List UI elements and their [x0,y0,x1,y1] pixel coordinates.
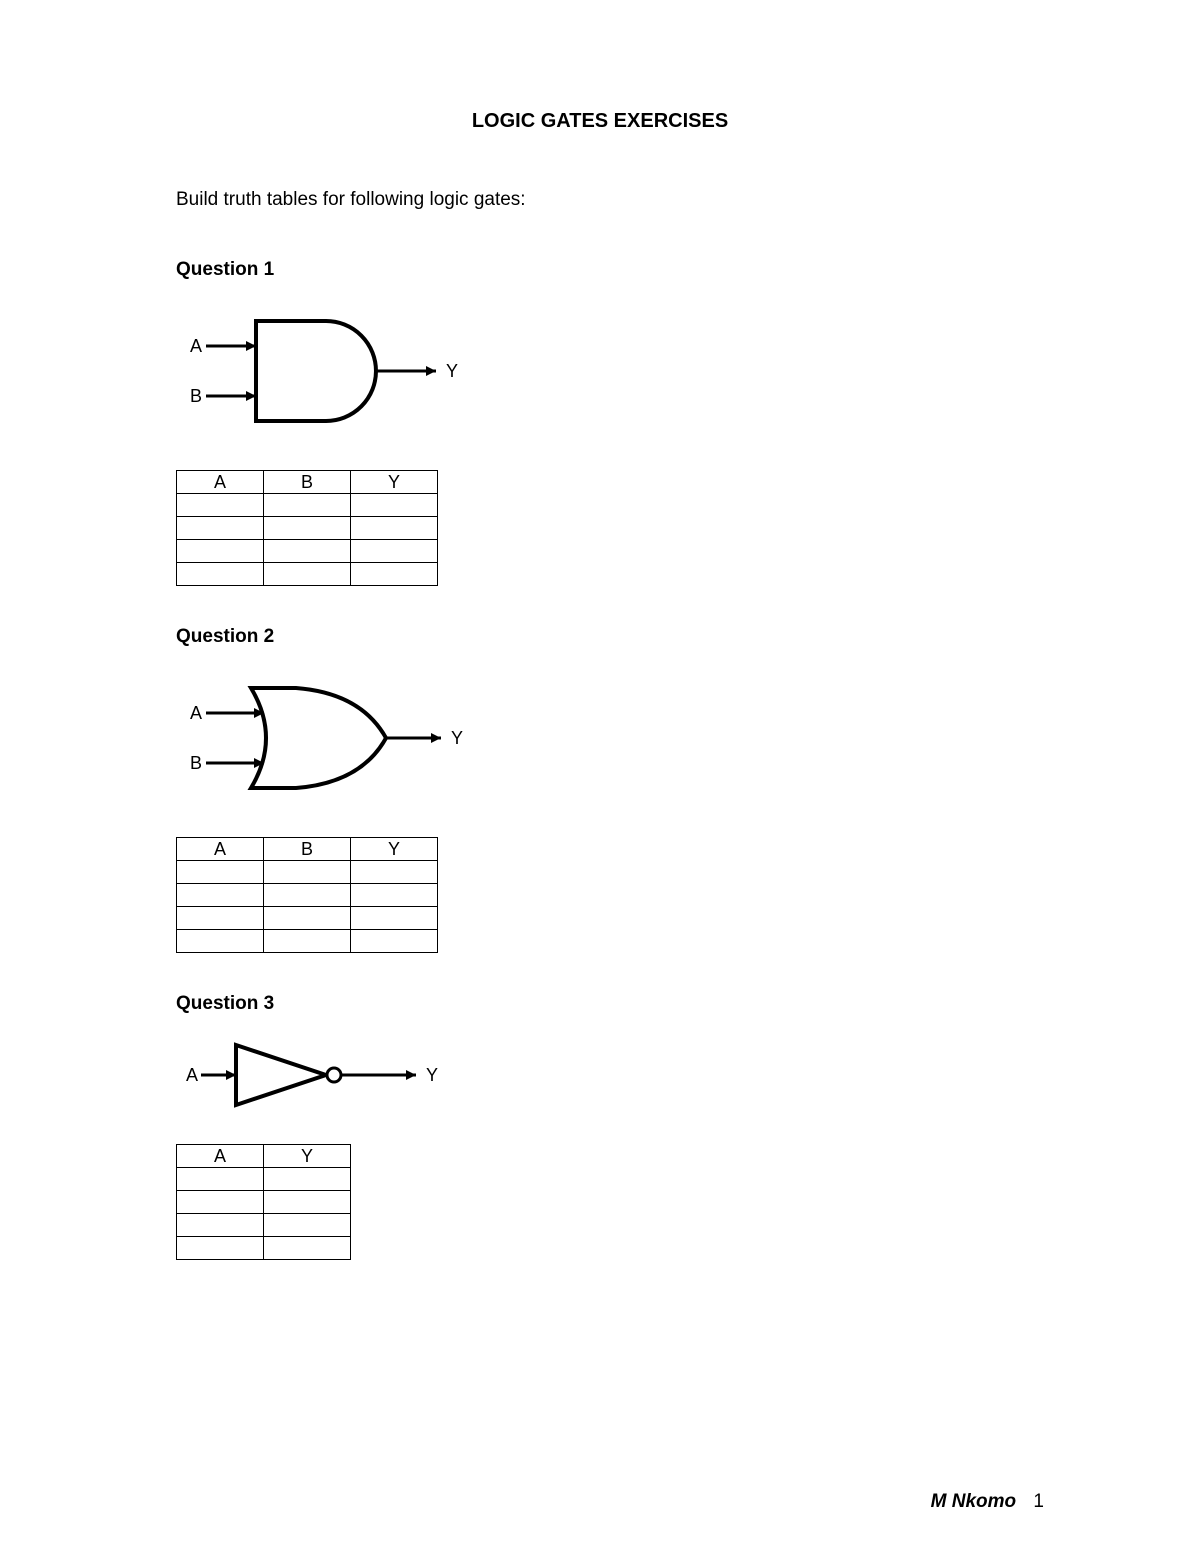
cell [351,861,438,884]
input-label: B [190,753,202,773]
table-row [177,1214,351,1237]
question-heading: Question 1 [176,259,1064,281]
gate-diagram-or: A B Y [176,668,1064,813]
not-body-icon [236,1045,326,1105]
footer-page-number: 1 [1033,1491,1044,1512]
input-label: A [186,1065,198,1085]
arrowhead-icon [426,366,436,376]
cell [351,517,438,540]
instruction-text: Build truth tables for following logic g… [176,189,1064,211]
truth-table: A B Y [176,470,438,586]
cell [264,861,351,884]
cell [177,517,264,540]
cell [264,1214,351,1237]
cell [351,884,438,907]
col-header: A [177,471,264,494]
cell [264,1191,351,1214]
cell [177,563,264,586]
page: LOGIC GATES EXERCISES Build truth tables… [136,0,1064,1553]
cell [177,540,264,563]
col-header: B [264,471,351,494]
table-row [177,540,438,563]
and-body-icon [256,321,376,421]
col-header: Y [351,838,438,861]
input-label: A [190,703,202,723]
col-header: B [264,838,351,861]
table-header-row: A B Y [177,471,438,494]
and-gate-svg: A B Y [176,301,476,441]
cell [264,517,351,540]
cell [177,930,264,953]
table-header-row: A Y [177,1145,351,1168]
cell [351,540,438,563]
gate-diagram-not: A Y [176,1035,1064,1120]
col-header: A [177,1145,264,1168]
cell [264,494,351,517]
cell [351,930,438,953]
not-gate-svg: A Y [176,1035,456,1115]
page-title: LOGIC GATES EXERCISES [136,110,1064,133]
table-row [177,1168,351,1191]
cell [264,1168,351,1191]
output-label: Y [426,1065,438,1085]
cell [177,861,264,884]
table-row [177,884,438,907]
output-label: Y [446,361,458,381]
table-row [177,494,438,517]
col-header: Y [351,471,438,494]
question-heading: Question 2 [176,626,1064,648]
truth-table: A B Y [176,837,438,953]
gate-diagram-and: A B Y [176,301,1064,446]
cell [177,907,264,930]
table-row [177,563,438,586]
cell [177,494,264,517]
cell [177,1214,264,1237]
question-heading: Question 3 [176,993,1064,1015]
arrowhead-icon [431,733,441,743]
cell [264,884,351,907]
content-area: Build truth tables for following logic g… [136,189,1064,1260]
output-label: Y [451,728,463,748]
table-row [177,907,438,930]
col-header: A [177,838,264,861]
cell [177,1168,264,1191]
cell [351,907,438,930]
cell [351,494,438,517]
footer-author: M Nkomo [931,1491,1017,1512]
cell [264,930,351,953]
table-row [177,517,438,540]
truth-table: A Y [176,1144,351,1260]
table-row [177,861,438,884]
col-header: Y [264,1145,351,1168]
cell [264,563,351,586]
table-row [177,1237,351,1260]
input-label: A [190,336,202,356]
or-body-icon [251,688,386,788]
cell [177,1237,264,1260]
page-footer: M Nkomo 1 [931,1491,1044,1513]
cell [264,540,351,563]
cell [177,884,264,907]
input-label: B [190,386,202,406]
table-row [177,930,438,953]
or-gate-svg: A B Y [176,668,476,808]
cell [177,1191,264,1214]
not-bubble-icon [327,1068,341,1082]
table-header-row: A B Y [177,838,438,861]
arrowhead-icon [406,1070,416,1080]
cell [264,907,351,930]
cell [351,563,438,586]
table-row [177,1191,351,1214]
cell [264,1237,351,1260]
